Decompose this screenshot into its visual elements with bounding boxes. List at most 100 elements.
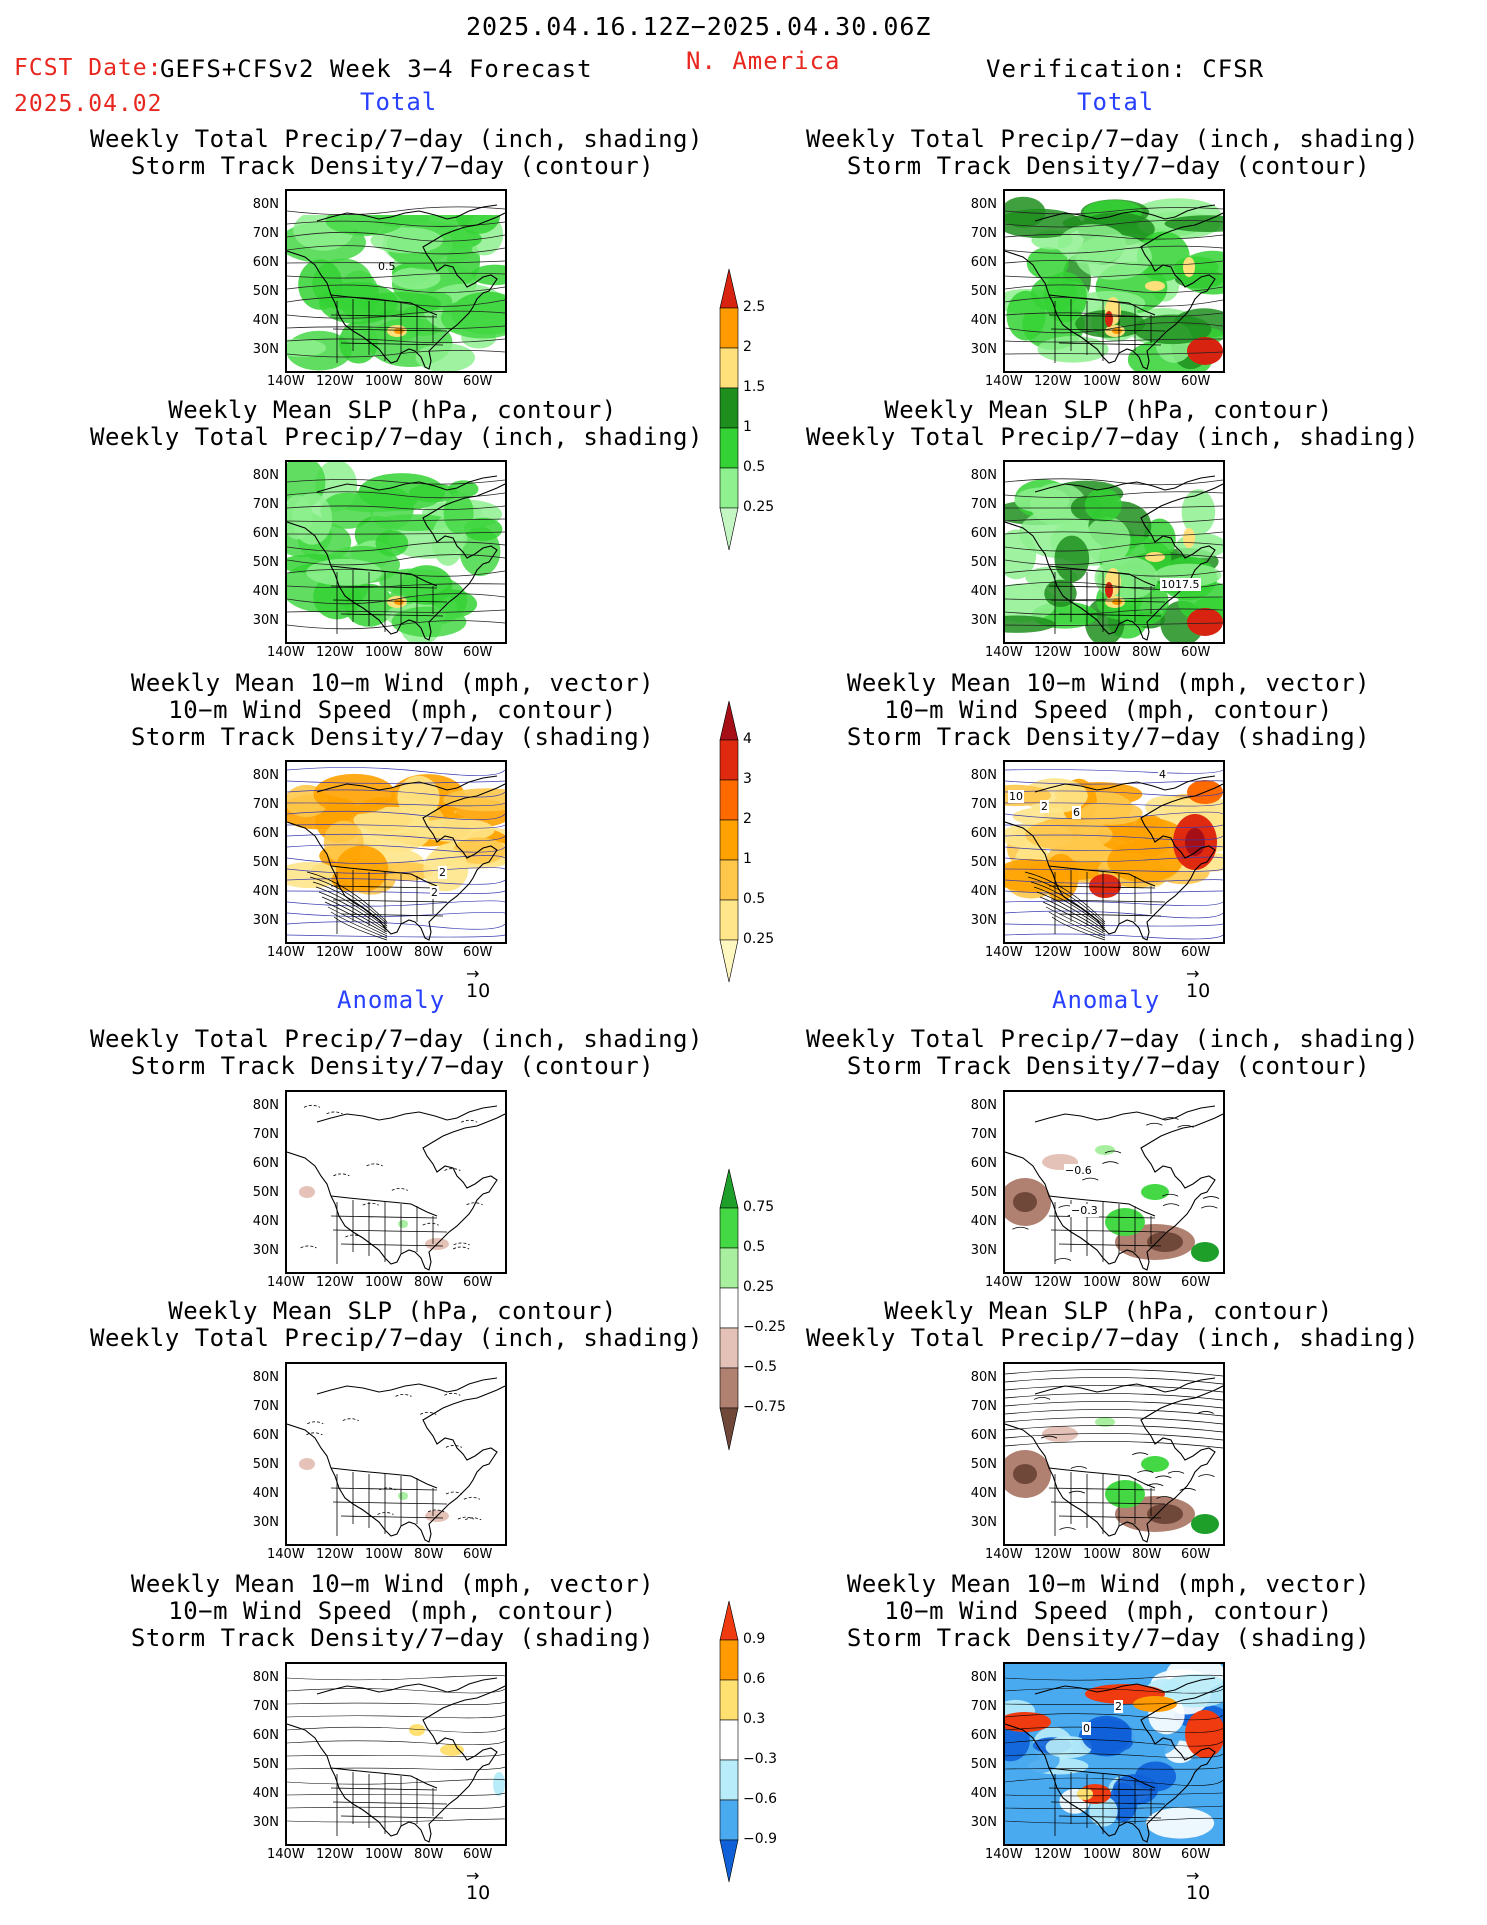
colorbar-precip-total-segment [719, 467, 739, 509]
colorbar-storm-anomaly [719, 1600, 739, 1883]
title-fcst-anom-slp-precip: Weekly Mean SLP (hPa, contour) Weekly Tot… [90, 1297, 703, 1352]
colorbar-precip-total-label: 2 [743, 339, 752, 355]
lat-label: 60N [252, 1428, 279, 1443]
lon-label: 80W [1132, 645, 1162, 660]
lat-label: 70N [252, 1699, 279, 1714]
colorbar-storm-total-label: 3 [743, 771, 752, 787]
lat-label: 30N [970, 1815, 997, 1830]
lon-label: 80W [1132, 1275, 1162, 1290]
colorbar-storm-total-segment [719, 739, 739, 781]
lat-label: 60N [970, 526, 997, 541]
lat-label: 40N [252, 884, 279, 899]
lon-label: 140W [267, 1547, 305, 1562]
lon-label: 100W [1083, 1275, 1121, 1290]
section-total-right: Total [1077, 88, 1155, 116]
lat-label: 60N [970, 255, 997, 270]
lon-label: 60W [463, 1275, 493, 1290]
lat-label: 60N [252, 1728, 279, 1743]
lon-label: 140W [985, 1847, 1023, 1862]
lat-label: 80N [970, 197, 997, 212]
colorbar-storm-anomaly-segment [719, 1679, 739, 1721]
section-total-left: Total [360, 88, 438, 116]
fcst-date-value: 2025.04.02 [14, 91, 163, 117]
contour-label: −0.3 [1070, 1204, 1099, 1217]
lat-label: 70N [252, 226, 279, 241]
lat-label: 40N [252, 1786, 279, 1801]
section-anomaly-left: Anomaly [337, 986, 446, 1014]
colorbar-precip-anomaly [719, 1168, 739, 1451]
lon-label: 100W [365, 1847, 403, 1862]
lat-label: 50N [970, 1457, 997, 1472]
lon-label: 60W [1181, 945, 1211, 960]
colorbar-precip-total [719, 268, 739, 551]
lat-label: 40N [252, 1214, 279, 1229]
colorbar-precip-anomaly-segment [719, 1407, 739, 1451]
colorbar-precip-anomaly-label: −0.25 [743, 1319, 786, 1335]
lon-label: 120W [316, 1547, 354, 1562]
lat-label: 30N [970, 342, 997, 357]
lon-label: 60W [463, 645, 493, 660]
title-fcst-wind-storm: Weekly Mean 10−m Wind (mph, vector) 10−m … [130, 669, 655, 751]
lat-label: 30N [252, 613, 279, 628]
colorbar-precip-anomaly-label: 0.5 [743, 1239, 766, 1255]
lon-label: 120W [316, 645, 354, 660]
lon-label: 80W [1132, 1847, 1162, 1862]
contour-label: 0 [1082, 1722, 1091, 1735]
lat-label: 40N [970, 1214, 997, 1229]
map-fcst-anom-wind-storm [285, 1662, 507, 1846]
lat-label: 80N [252, 197, 279, 212]
lat-label: 30N [252, 913, 279, 928]
lat-label: 30N [252, 1515, 279, 1530]
title-verif-anom-precip-storm: Weekly Total Precip/7−day (inch, shading… [806, 1025, 1419, 1080]
lon-label: 100W [365, 1547, 403, 1562]
contour-label: 2 [1040, 800, 1049, 813]
lat-label: 80N [252, 1098, 279, 1113]
vector-ref-fcst-anom: → 10 [466, 1866, 491, 1905]
lat-label: 80N [970, 468, 997, 483]
lon-label: 100W [365, 945, 403, 960]
title-verif-slp-precip: Weekly Mean SLP (hPa, contour) Weekly Tot… [806, 396, 1419, 451]
lon-label: 120W [316, 945, 354, 960]
lon-label: 100W [1083, 374, 1121, 389]
lon-label: 120W [1034, 374, 1072, 389]
contour-label: 2 [1114, 1700, 1123, 1713]
lat-label: 30N [970, 1515, 997, 1530]
lat-label: 40N [970, 884, 997, 899]
colorbar-precip-total-segment [719, 387, 739, 429]
colorbar-precip-anomaly-label: −0.75 [743, 1399, 786, 1415]
colorbar-precip-anomaly-segment [719, 1287, 739, 1329]
contour-label: 10 [1008, 790, 1024, 803]
lat-label: 40N [252, 1486, 279, 1501]
lon-label: 100W [1083, 1847, 1121, 1862]
title-verif-anom-slp-precip: Weekly Mean SLP (hPa, contour) Weekly Tot… [806, 1297, 1419, 1352]
title-fcst-slp-precip: Weekly Mean SLP (hPa, contour) Weekly Tot… [90, 396, 703, 451]
lon-label: 60W [463, 374, 493, 389]
colorbar-storm-anomaly-segment [719, 1600, 739, 1641]
lat-label: 40N [970, 584, 997, 599]
colorbar-storm-anomaly-segment [719, 1839, 739, 1883]
lon-label: 60W [1181, 645, 1211, 660]
lat-label: 70N [970, 1699, 997, 1714]
lat-label: 40N [970, 313, 997, 328]
lat-label: 30N [252, 342, 279, 357]
map-verif-anom-wind-storm [1003, 1662, 1225, 1846]
title-verif-wind-storm: Weekly Mean 10−m Wind (mph, vector) 10−m … [846, 669, 1371, 751]
map-verif-anom-precip-storm [1003, 1090, 1225, 1274]
colorbar-precip-total-label: 0.25 [743, 499, 775, 515]
colorbar-precip-total-segment [719, 347, 739, 389]
map-verif-total-precip-storm [1003, 189, 1225, 373]
map-verif-total-wind-storm [1003, 760, 1225, 944]
lon-label: 100W [1083, 1547, 1121, 1562]
contour-label: 4 [1158, 768, 1167, 781]
model-title: GEFS+CFSv2 Week 3−4 Forecast [160, 55, 593, 83]
colorbar-precip-total-label: 0.5 [743, 459, 766, 475]
colorbar-precip-total-segment [719, 268, 739, 309]
lat-label: 50N [970, 555, 997, 570]
lat-label: 80N [252, 468, 279, 483]
lon-label: 120W [1034, 1847, 1072, 1862]
lat-label: 40N [970, 1786, 997, 1801]
lon-label: 140W [267, 945, 305, 960]
colorbar-storm-anomaly-label: 0.3 [743, 1711, 766, 1727]
lon-label: 60W [463, 945, 493, 960]
contour-label: −0.6 [1064, 1164, 1093, 1177]
